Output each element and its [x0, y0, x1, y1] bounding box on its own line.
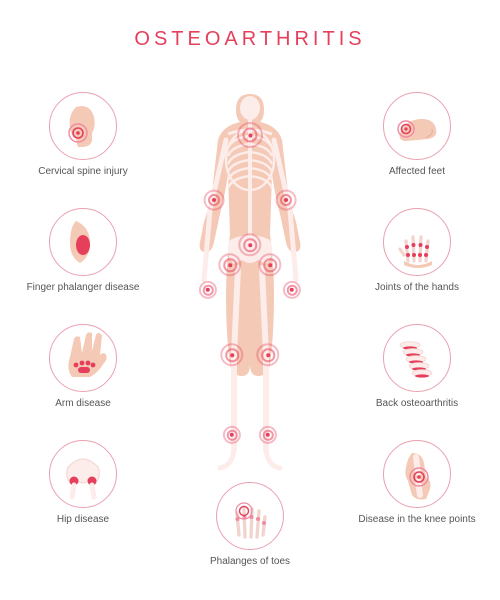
joints-label: Joints of the hands	[375, 282, 459, 295]
item-hip: Hip disease	[18, 440, 148, 527]
arm-icon	[49, 324, 117, 392]
back-label: Back osteoarthritis	[376, 398, 458, 411]
feet-icon	[383, 92, 451, 160]
knee-icon	[383, 440, 451, 508]
finger-label: Finger phalanger disease	[27, 282, 140, 295]
hip-label: Hip disease	[57, 514, 109, 527]
item-knee: Disease in the knee points	[352, 440, 482, 527]
item-back: Back osteoarthritis	[352, 324, 482, 411]
page-title: OSTEOARTHRITIS	[0, 0, 500, 51]
cervical-icon	[49, 92, 117, 160]
item-feet: Affected feet	[352, 92, 482, 179]
item-toes: Phalanges of toes	[185, 482, 315, 569]
arm-label: Arm disease	[55, 398, 111, 411]
finger-icon	[49, 208, 117, 276]
cervical-label: Cervical spine injury	[38, 166, 127, 179]
toes-label: Phalanges of toes	[210, 556, 290, 569]
back-icon	[383, 324, 451, 392]
item-joints: Joints of the hands	[352, 208, 482, 295]
item-arm: Arm disease	[18, 324, 148, 411]
knee-label: Disease in the knee points	[358, 514, 475, 527]
item-cervical: Cervical spine injury	[18, 92, 148, 179]
item-finger: Finger phalanger disease	[18, 208, 148, 295]
body-figure	[170, 90, 330, 480]
toes-icon	[216, 482, 284, 550]
joints-icon	[383, 208, 451, 276]
feet-label: Affected feet	[389, 166, 445, 179]
hip-icon	[49, 440, 117, 508]
